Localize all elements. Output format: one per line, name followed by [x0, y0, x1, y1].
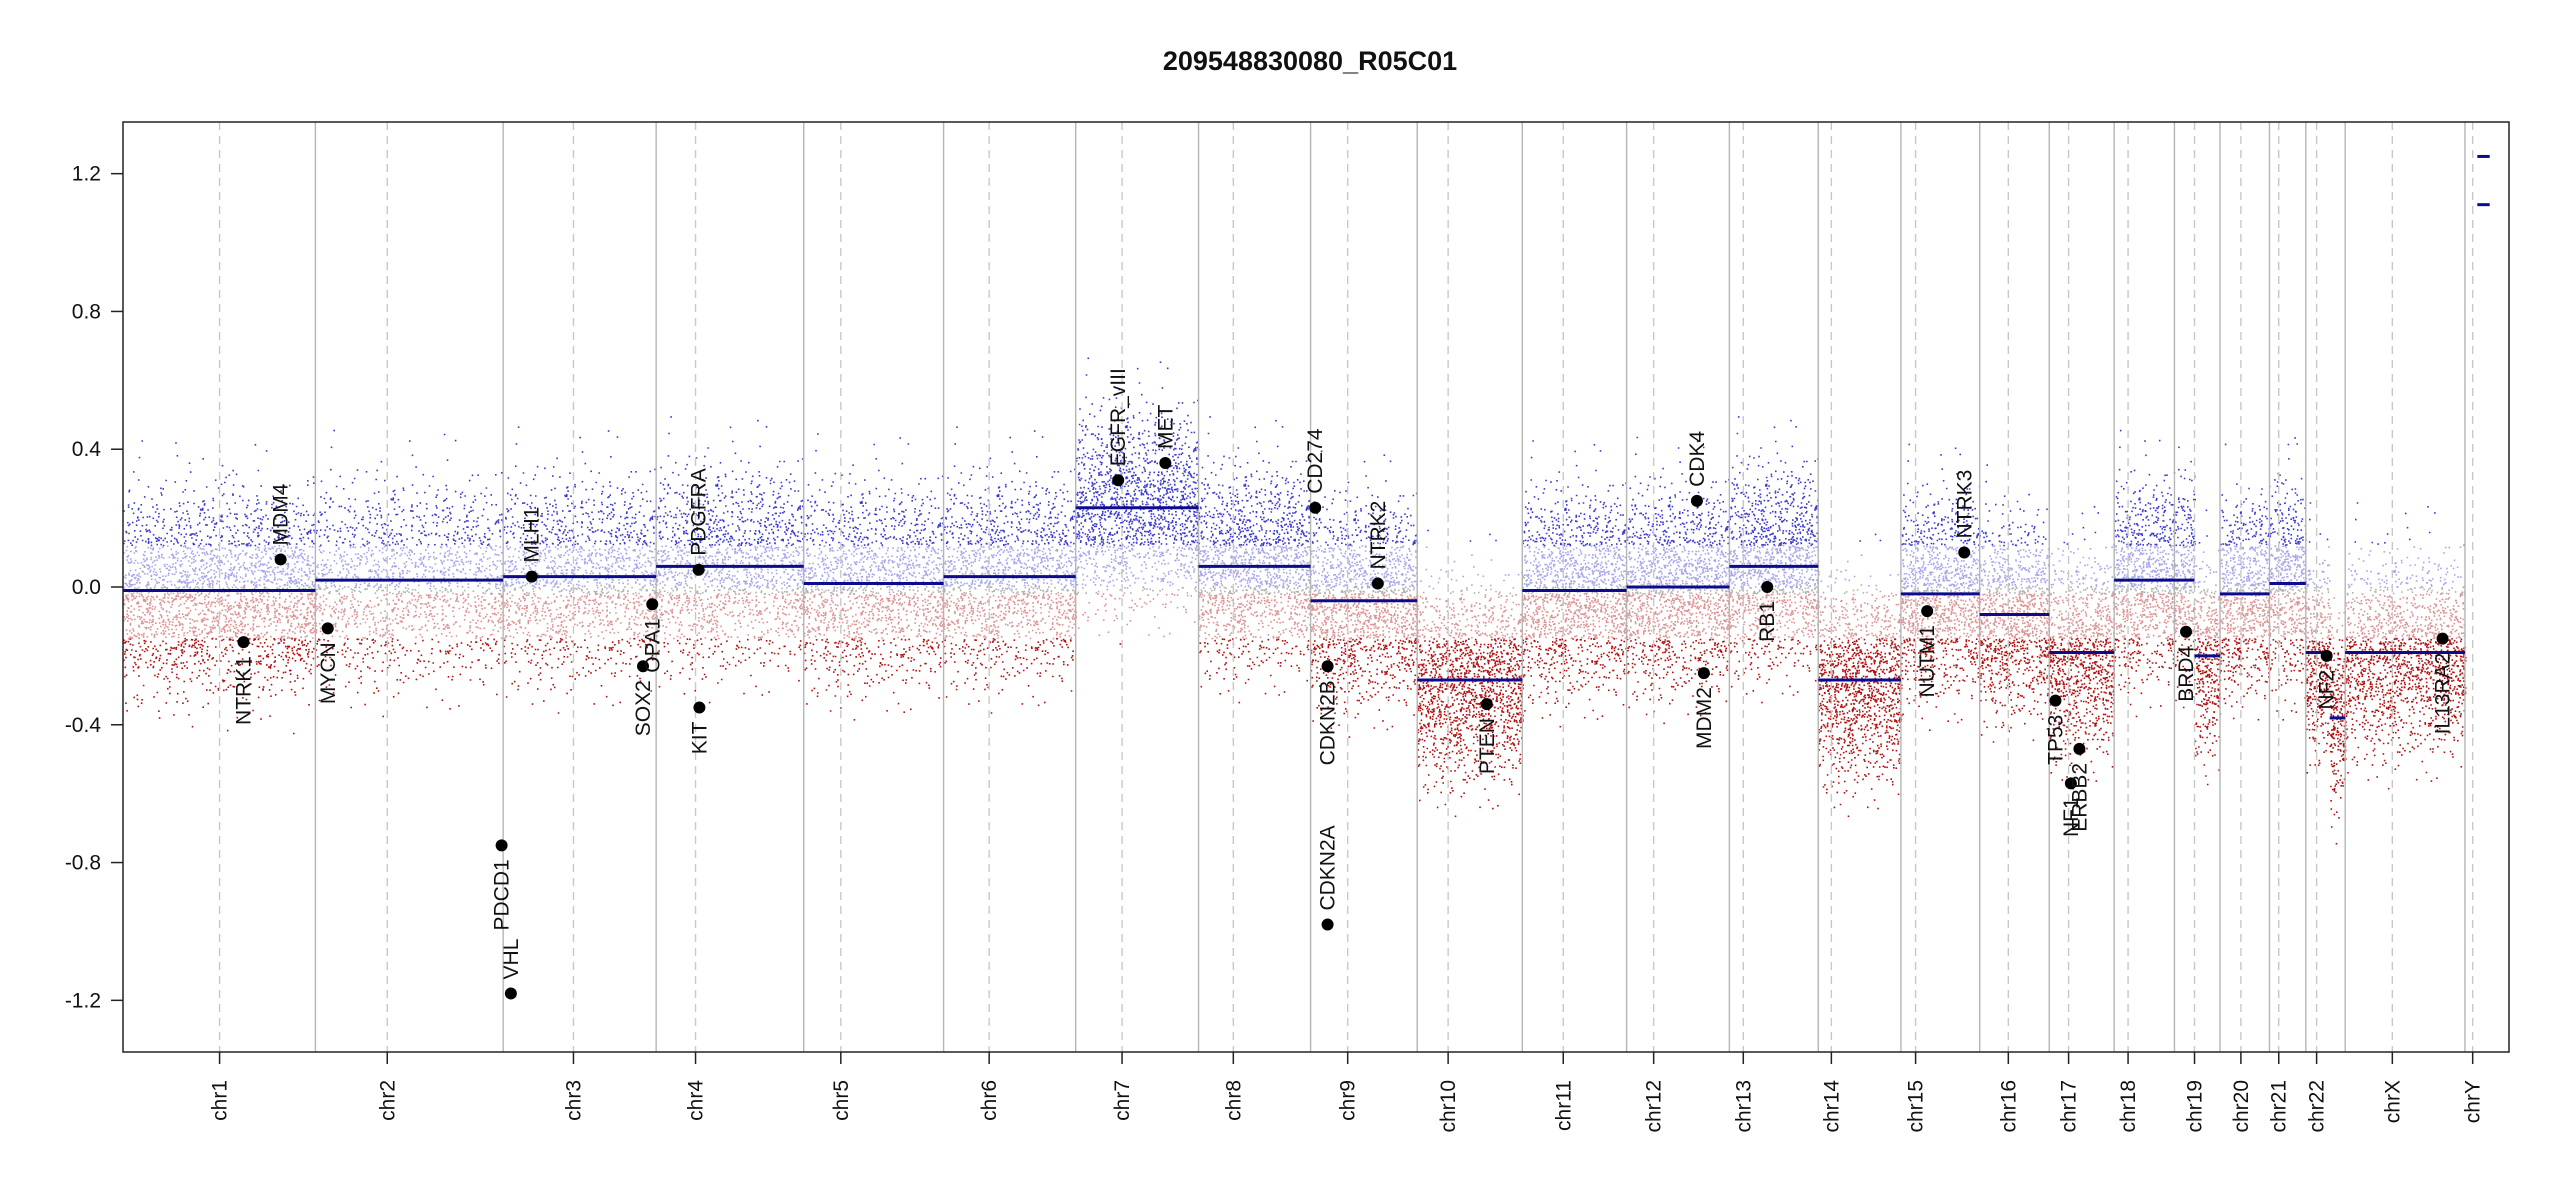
gene-point-ntrk1 — [237, 636, 250, 649]
gene-point-il13ra2 — [2436, 632, 2449, 645]
gene-point-erbb2 — [2073, 742, 2086, 755]
gene-label-pten: PTEN — [1476, 718, 1499, 774]
gene-point-tp53 — [2049, 694, 2062, 707]
x-tick-label-chr5: chr5 — [830, 1080, 853, 1121]
gene-label-erbb2: ERBB2 — [2068, 763, 2091, 832]
gene-point-cdk4 — [1690, 494, 1703, 507]
gene-label-kit: KIT — [688, 721, 711, 754]
gene-point-mlh1 — [525, 570, 538, 583]
y-tick-label: -0.4 — [65, 714, 102, 737]
y-tick-label: 0.4 — [72, 438, 102, 461]
gene-label-mdm2: MDM2 — [1693, 687, 1716, 749]
gene-point-cd274 — [1309, 501, 1322, 514]
gene-label-mdm4: MDM4 — [270, 483, 293, 545]
gene-point-rb1 — [1761, 581, 1774, 593]
gene-label-ntrk3: NTRK3 — [1953, 470, 1976, 539]
weak-gain-points — [123, 544, 2466, 588]
gene-point-sox2 — [637, 660, 650, 673]
x-tick-label-chr8: chr8 — [1222, 1080, 1245, 1121]
gene-point-cdkn2a — [1321, 918, 1334, 931]
x-tick-label-chr4: chr4 — [685, 1080, 708, 1121]
gene-label-cdkn2b: CDKN2B — [1317, 680, 1340, 765]
x-tick-label-chr6: chr6 — [978, 1080, 1001, 1121]
gene-annotations: NTRK1 MDM4 MYCN PDCD1 VHL MLH1 SOX2 OPA1 PDGFRA K… — [233, 368, 2455, 1000]
gene-point-brd4 — [2180, 625, 2193, 638]
x-tick-label-chr16: chr16 — [1997, 1080, 2020, 1133]
gene-label-il13ra2: IL13RA2 — [2432, 653, 2455, 735]
gene-label-vhl: VHL — [500, 939, 523, 980]
x-axis: chr1 chr2 chr3 chr4 chr5 chr6 chr7 chr8 chr9 chr1… — [209, 1052, 2485, 1133]
gene-label-egfr_viii: EGFR_vIII — [1107, 368, 1130, 466]
x-tick-label-chr22: chr22 — [2306, 1080, 2329, 1133]
gene-point-kit — [693, 701, 706, 714]
gene-label-ntrk1: NTRK1 — [233, 656, 256, 725]
gene-point-egfr_viii — [1112, 474, 1125, 487]
gene-label-rb1: RB1 — [1756, 601, 1779, 642]
x-tick-label-chr7: chr7 — [1111, 1080, 1134, 1121]
gene-point-nf1 — [2064, 777, 2077, 790]
gene-label-pdgfra: PDGFRA — [688, 468, 711, 556]
chart-title: 209548830080_R05C01 — [1163, 46, 1457, 76]
gene-label-cdk4: CDK4 — [1686, 431, 1709, 487]
x-tick-label-chr18: chr18 — [2117, 1080, 2140, 1133]
y-tick-label: 1.2 — [72, 163, 101, 186]
gene-point-ntrk2 — [1371, 577, 1384, 590]
gene-label-brd4: BRD4 — [2175, 645, 2198, 701]
x-tick-label-chr11: chr11 — [1552, 1080, 1575, 1131]
gene-point-mdm2 — [1697, 667, 1710, 680]
gene-point-pdcd1 — [495, 839, 508, 852]
y-tick-label: -1.2 — [65, 989, 101, 1012]
x-tick-label-chr3: chr3 — [562, 1080, 585, 1121]
x-tick-label-chrY: chrY — [2462, 1080, 2485, 1123]
x-tick-label-chr2: chr2 — [376, 1080, 399, 1121]
gene-point-opa1 — [646, 598, 659, 611]
gene-label-mycn: MYCN — [317, 642, 340, 704]
x-tick-label-chr15: chr15 — [1905, 1080, 1928, 1133]
gene-point-nutm1 — [1921, 605, 1934, 618]
x-tick-label-chr19: chr19 — [2184, 1080, 2207, 1133]
gene-point-nf2 — [2320, 649, 2333, 662]
chromosome-boundaries — [218, 122, 2474, 1052]
gene-point-pdgfra — [692, 563, 705, 576]
gene-label-nf1: NF1 — [2060, 797, 2083, 837]
y-tick-label: 0.8 — [72, 300, 101, 323]
gene-label-nf2: NF2 — [2316, 670, 2339, 710]
x-tick-label-chr21: chr21 — [2268, 1080, 2291, 1133]
gene-point-met — [1159, 457, 1172, 469]
gene-label-pdcd1: PDCD1 — [491, 859, 514, 930]
x-tick-label-chr1: chr1 — [209, 1080, 232, 1121]
gene-point-mycn — [321, 622, 334, 635]
x-tick-label-chr10: chr10 — [1437, 1080, 1460, 1133]
gene-label-nutm1: NUTM1 — [1916, 625, 1939, 697]
gene-label-met: MET — [1154, 405, 1177, 450]
gene-label-opa1: OPA1 — [641, 618, 664, 672]
gene-label-sox2: SOX2 — [632, 680, 655, 736]
x-tick-label-chr9: chr9 — [1337, 1080, 1360, 1121]
x-tick-label-chr20: chr20 — [2230, 1080, 2253, 1133]
x-tick-label-chr13: chr13 — [1732, 1080, 1755, 1133]
gene-label-cd274: CD274 — [1304, 428, 1327, 494]
gene-point-vhl — [504, 987, 517, 1000]
gene-label-mlh1: MLH1 — [521, 507, 544, 563]
y-tick-label: 0.0 — [72, 576, 101, 599]
y-axis: 1.2 0.8 0.4 0.0 -0.4 -0.8 -1.2 — [65, 163, 123, 1012]
x-tick-label-chr14: chr14 — [1820, 1080, 1843, 1133]
gene-point-ntrk3 — [1958, 546, 1971, 559]
x-tick-label-chrX: chrX — [2381, 1080, 2404, 1123]
gene-point-mdm4 — [274, 553, 287, 566]
gene-point-pten — [1480, 698, 1493, 711]
gene-label-ntrk2: NTRK2 — [1367, 501, 1390, 570]
gene-label-tp53: TP53 — [2044, 715, 2067, 765]
y-tick-label: -0.8 — [65, 852, 101, 875]
x-tick-label-chr17: chr17 — [2058, 1080, 2081, 1133]
x-tick-label-chr12: chr12 — [1643, 1080, 1666, 1133]
loss-points — [123, 637, 2467, 845]
gene-point-cdkn2b — [1321, 660, 1334, 673]
gene-label-cdkn2a: CDKN2A — [1317, 825, 1340, 910]
probe-points — [123, 357, 2467, 845]
